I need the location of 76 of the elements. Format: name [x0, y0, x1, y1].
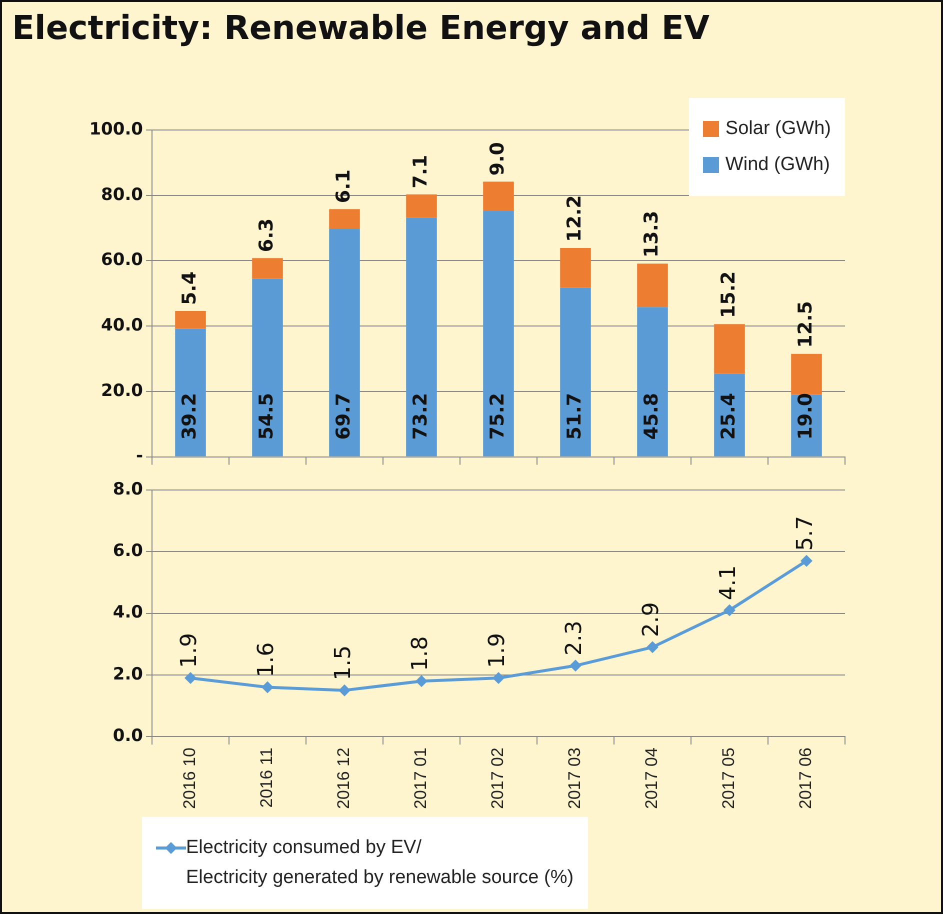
data-label: 4.1: [716, 565, 742, 600]
data-label: 1.8: [408, 636, 434, 672]
x-tick-label: 2016 12: [334, 748, 354, 809]
y-tick-label: 100.0: [89, 119, 144, 140]
legend-label: Electricity consumed by EV/ Electricity generated by renewable source (%): [186, 836, 574, 890]
data-label: 9.0: [486, 142, 508, 176]
bar: [175, 311, 206, 329]
data-label: 1.9: [485, 632, 510, 668]
legend-label: Solar (GWh): [725, 117, 831, 141]
data-label: 39.2: [178, 392, 200, 440]
data-label: 1.9: [177, 632, 202, 668]
bar: [637, 264, 668, 308]
bar: [791, 354, 822, 395]
point: [800, 554, 812, 567]
bar: [252, 258, 283, 279]
data-label: 5.7: [793, 516, 818, 551]
point: [416, 675, 428, 688]
data-label: 69.7: [332, 392, 354, 440]
x-tick-label: 2017 06: [796, 748, 816, 809]
bar: [560, 248, 591, 288]
x-tick-label: 2017 02: [488, 748, 508, 809]
data-label: 1.5: [331, 645, 356, 680]
y-tick-label: 8.0: [112, 479, 144, 500]
point: [570, 660, 582, 672]
data-label: 6.3: [255, 218, 278, 252]
bar: [406, 218, 437, 456]
data-label: 13.3: [640, 210, 662, 258]
data-label: 25.4: [717, 392, 740, 440]
point: [492, 672, 504, 684]
y-tick-label: 2.0: [112, 664, 144, 684]
chart-title: Electricity: Renewable Energy and EV: [12, 8, 710, 47]
data-label: 7.1: [409, 154, 432, 188]
point: [184, 672, 196, 684]
x-tick-label: 2017 03: [565, 748, 584, 809]
y-tick-label: 0.0: [112, 726, 144, 746]
bar: [483, 182, 514, 212]
data-label: 73.2: [409, 392, 432, 440]
bar: [175, 328, 206, 456]
data-label: 2.3: [562, 620, 588, 656]
bar: [406, 194, 437, 218]
data-label: 2.9: [639, 602, 664, 638]
x-tick-label: 2017 05: [719, 748, 738, 809]
y-tick-label: 80.0: [101, 184, 144, 205]
bar: [329, 209, 360, 230]
x-tick-label: 2017 01: [411, 748, 430, 809]
y-tick-label: 60.0: [101, 250, 144, 270]
bar: [252, 278, 283, 456]
y-tick-label: 4.0: [112, 602, 144, 623]
point: [646, 641, 658, 654]
data-label: 45.8: [640, 392, 662, 440]
point: [338, 684, 350, 696]
data-label: 15.2: [717, 271, 740, 318]
data-label: 75.2: [486, 392, 508, 440]
data-label: 12.5: [794, 300, 816, 348]
y-tick-label: 40.0: [101, 316, 144, 336]
y-tick-label: -: [136, 446, 143, 466]
x-tick-label: 2016 10: [180, 748, 200, 809]
bar: [560, 288, 591, 456]
data-label: 54.5: [255, 392, 278, 440]
data-label: 51.7: [563, 392, 586, 440]
bar: [483, 211, 514, 456]
bar: [329, 229, 360, 456]
y-tick-label: 20.0: [101, 380, 144, 401]
bar: [637, 307, 668, 456]
bar: [714, 324, 745, 374]
data-label: 12.2: [563, 195, 586, 242]
point: [724, 604, 736, 616]
point: [262, 681, 274, 694]
data-label: 19.0: [794, 392, 816, 440]
y-tick-label: 6.0: [112, 541, 144, 562]
data-label: 6.1: [332, 169, 354, 204]
data-label: 5.4: [178, 271, 200, 306]
legend-label: Wind (GWh): [725, 153, 830, 177]
data-label: 1.6: [254, 642, 280, 678]
x-tick-label: 2017 04: [642, 748, 662, 809]
x-tick-label: 2016 11: [257, 748, 276, 808]
